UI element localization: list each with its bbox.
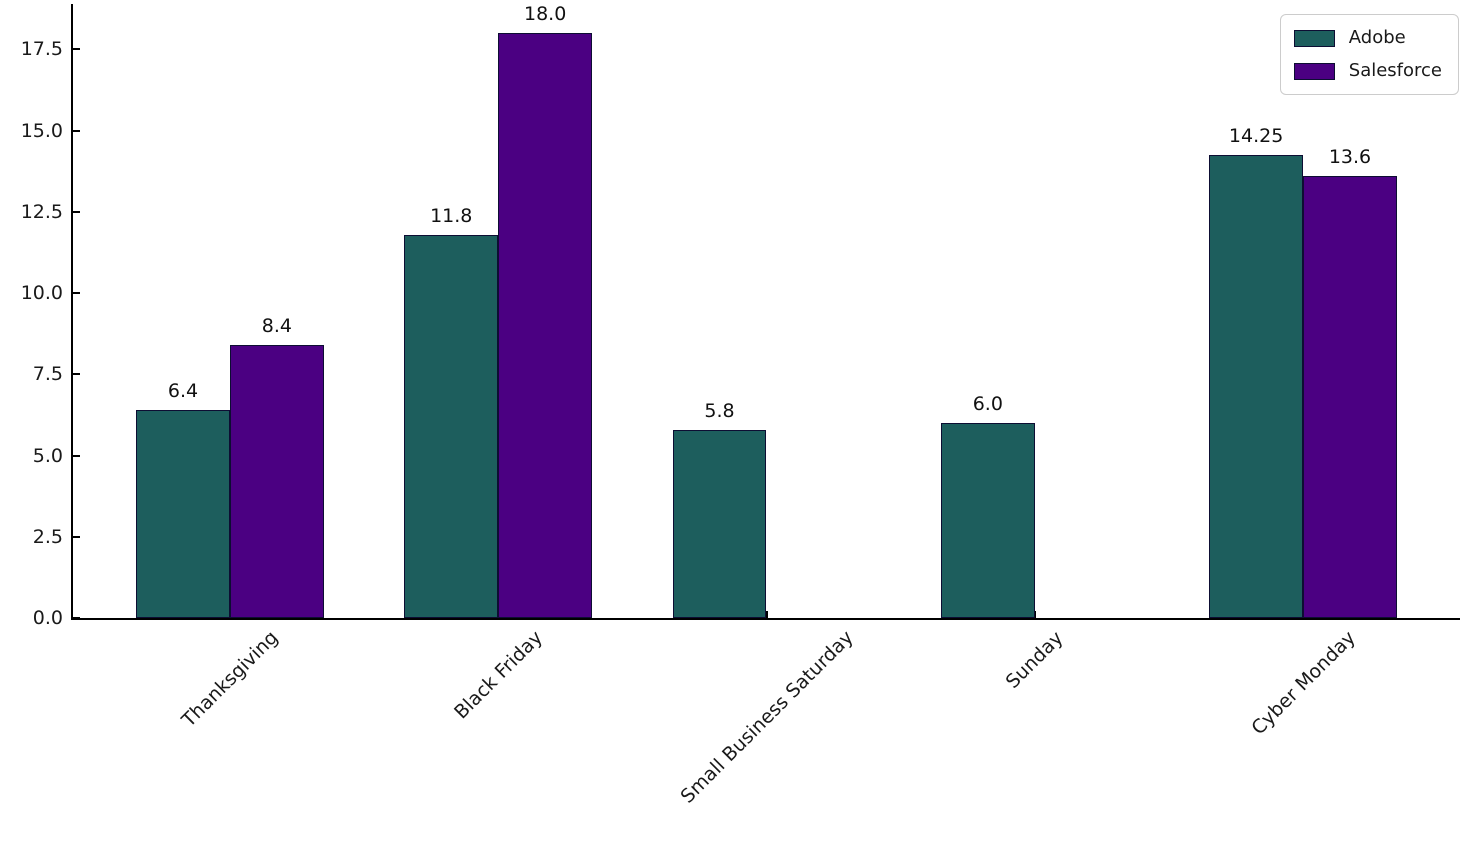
y-tick-label: 5.0 [32, 444, 63, 467]
y-tick-label: 10.0 [20, 282, 63, 305]
y-axis-line [71, 4, 73, 620]
legend-label-salesforce: Salesforce [1348, 60, 1442, 81]
legend-item-adobe: Adobe [1293, 26, 1442, 50]
y-tick-mark [73, 129, 80, 132]
bar-adobe-black-friday [404, 234, 499, 618]
bar-adobe-cyber-monday [1209, 155, 1304, 618]
x-tick-label: Cyber Monday [1246, 626, 1360, 740]
bar-salesforce-thanksgiving [229, 345, 324, 618]
x-tick-mark [765, 611, 768, 618]
y-tick-label: 0.0 [32, 607, 63, 629]
bar-value-label: 5.8 [704, 399, 735, 422]
y-tick-mark [73, 454, 80, 457]
legend-swatch-salesforce [1293, 62, 1335, 80]
x-tick-label: Small Business Saturday [676, 626, 858, 808]
bar-value-label: 6.0 [972, 393, 1003, 416]
y-tick-label: 17.5 [20, 38, 63, 61]
y-tick-mark [73, 210, 80, 213]
legend: Adobe Salesforce [1279, 14, 1459, 95]
y-tick-label: 2.5 [32, 525, 63, 548]
x-tick-label: Black Friday [449, 626, 547, 724]
y-tick-label: 15.0 [20, 119, 63, 142]
y-tick-label: 12.5 [20, 200, 63, 223]
bar-value-label: 13.6 [1328, 146, 1372, 169]
bar-salesforce-black-friday [498, 33, 593, 618]
y-tick-mark [73, 617, 80, 619]
x-tick-label: Sunday [1001, 626, 1068, 693]
legend-item-salesforce: Salesforce [1293, 59, 1442, 83]
x-axis-line [71, 618, 1460, 620]
x-tick-label: Thanksgiving [177, 626, 283, 732]
bar-adobe-small-business-saturday [672, 429, 767, 618]
legend-label-adobe: Adobe [1348, 27, 1406, 48]
legend-swatch-adobe [1293, 29, 1335, 47]
bar-adobe-sunday [940, 423, 1035, 618]
y-tick-mark [73, 292, 80, 295]
bar-value-label: 8.4 [261, 315, 292, 338]
bar-value-label: 14.25 [1228, 125, 1284, 148]
bar-salesforce-cyber-monday [1303, 176, 1397, 618]
bar-value-label: 6.4 [167, 380, 199, 403]
y-tick-mark [73, 48, 80, 51]
y-tick-mark [73, 373, 80, 376]
y-tick-label: 7.5 [32, 363, 63, 386]
bar-adobe-thanksgiving [136, 410, 230, 618]
x-tick-mark [1033, 611, 1036, 618]
bar-value-label: 18.0 [524, 3, 567, 26]
bar-value-label: 11.8 [430, 204, 473, 227]
y-tick-mark [73, 535, 80, 538]
